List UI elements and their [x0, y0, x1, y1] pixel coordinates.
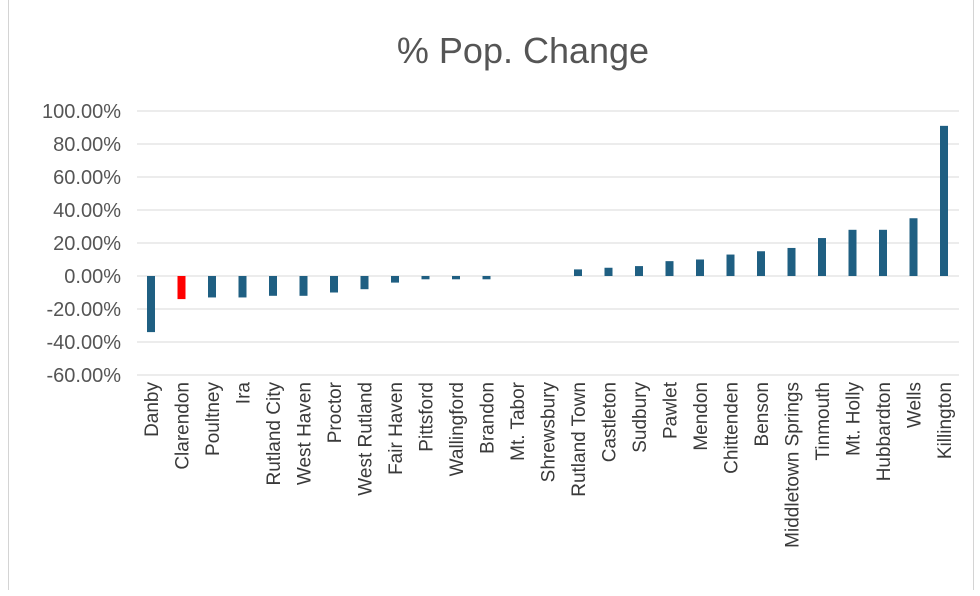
x-tick-label: Chittenden	[722, 382, 743, 474]
bar	[696, 259, 704, 276]
y-tick-label: 40.00%	[53, 200, 121, 222]
x-tick-label: Danby	[142, 382, 163, 437]
bar	[360, 276, 369, 290]
bar	[940, 125, 948, 276]
y-axis-ticks: 100.00% 80.00% 60.00% 40.00% 20.00% 0.00% -20.…	[42, 101, 121, 387]
bar	[482, 276, 491, 280]
x-tick-label: Middletown Springs	[783, 382, 804, 548]
bar	[421, 276, 430, 280]
x-tick-label: Poultney	[203, 382, 224, 456]
bar	[391, 276, 399, 283]
x-tick-label: Pittsford	[417, 382, 438, 452]
y-tick-label: 0.00%	[64, 266, 121, 288]
y-tick-label: 60.00%	[53, 167, 121, 189]
x-tick-label: Rutland Town	[569, 382, 590, 497]
bar	[757, 251, 765, 276]
x-tick-label: Killington	[935, 382, 956, 459]
bar	[574, 269, 582, 276]
bar	[330, 276, 338, 293]
chart-title: % Pop. Change	[397, 30, 649, 71]
x-tick-label: Pawlet	[661, 381, 682, 439]
x-axis-labels: Danby Clarendon Poultney Ira Rutland City Wes…	[142, 381, 956, 548]
bar	[208, 276, 216, 298]
bar	[879, 229, 887, 276]
x-tick-label: Benson	[752, 382, 773, 446]
x-tick-label: Shrewsbury	[539, 382, 560, 483]
x-tick-label: Mt. Tabor	[508, 381, 529, 461]
bar	[269, 276, 277, 296]
bar	[452, 276, 460, 280]
x-tick-label: Mt. Holly	[844, 382, 865, 456]
y-tick-label: -40.00%	[47, 332, 122, 354]
x-tick-label: Fair Haven	[386, 382, 407, 475]
x-tick-label: Ira	[234, 382, 255, 405]
bar	[787, 247, 796, 276]
bar	[665, 261, 674, 276]
bar	[848, 229, 857, 276]
x-tick-label: Mendon	[691, 382, 712, 451]
x-tick-label: Hubbardton	[874, 382, 895, 481]
y-tick-label: -20.00%	[47, 299, 122, 321]
x-tick-label: Rutland City	[264, 382, 285, 486]
y-tick-label: 20.00%	[53, 233, 121, 255]
bar	[726, 254, 735, 276]
bars	[147, 125, 948, 333]
bar	[299, 276, 308, 296]
x-tick-label: Brandon	[478, 382, 499, 454]
bar	[604, 267, 613, 276]
y-tick-label: 80.00%	[53, 134, 121, 156]
y-tick-label: 100.00%	[42, 101, 121, 123]
x-tick-label: Proctor	[325, 381, 346, 443]
bar	[177, 276, 186, 300]
bar	[909, 218, 918, 276]
x-tick-label: Wells	[905, 382, 926, 428]
x-tick-label: West Rutland	[356, 382, 377, 496]
chart-frame: % Pop. Change 100.00% 80.00% 60.00% 40.00% 2…	[8, 0, 974, 590]
bar	[818, 238, 826, 276]
bar	[147, 276, 155, 333]
bar	[238, 276, 247, 298]
chart-svg: % Pop. Change 100.00% 80.00% 60.00% 40.00% 2…	[42, 30, 959, 548]
bar	[635, 266, 643, 276]
x-tick-label: Tinmouth	[813, 382, 834, 461]
x-tick-label: Wallingford	[447, 382, 468, 476]
x-tick-label: Clarendon	[173, 382, 194, 470]
x-tick-label: Castleton	[600, 382, 621, 462]
y-tick-label: -60.00%	[47, 365, 122, 387]
x-tick-label: West Haven	[295, 382, 316, 485]
x-tick-label: Sudbury	[630, 382, 651, 453]
gridlines	[137, 110, 959, 376]
